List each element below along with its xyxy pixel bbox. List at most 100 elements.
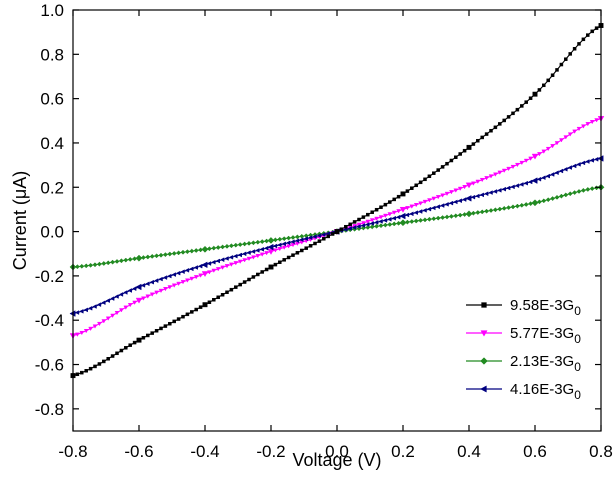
data-point-marker [132,300,137,305]
data-point-marker [453,199,458,205]
data-point-marker [528,201,534,207]
data-point-marker [295,251,300,255]
data-point [201,261,208,269]
data-point-marker [219,257,225,263]
data-point-marker [567,132,573,137]
data-point-marker [498,122,502,126]
data-point-marker [101,319,107,324]
data-point-marker [211,259,216,265]
data-point-marker [558,168,564,174]
x-tick-label: 0.6 [523,442,547,461]
data-point-marker [247,277,251,282]
data-point-marker [259,246,264,252]
data-point-marker [277,242,282,248]
data-point-marker [457,198,462,204]
data-point-marker [550,73,555,77]
data-point-marker [435,195,441,200]
data-point-marker [378,223,384,229]
data-point-marker [175,270,181,276]
data-point-marker [75,332,80,337]
data-point-marker [580,187,586,193]
data-point-marker [422,199,428,205]
data-point-marker [79,308,84,314]
data-point-marker [542,83,546,88]
data-point-marker [233,242,239,248]
data-point-marker [110,354,115,358]
data-point-marker [168,321,172,326]
data-point-marker [123,257,129,263]
data-point-marker [563,166,568,172]
data-point [531,153,539,160]
data-point-marker [431,216,437,222]
data-point-marker [510,184,515,190]
data-point-marker [484,176,489,181]
data-point-marker [366,212,370,217]
data-point-marker [571,163,577,169]
data-point-marker [286,244,291,249]
data-point-marker [96,302,102,307]
data-point-marker [149,292,155,297]
data-point-marker [497,187,502,193]
data-point-marker [282,258,286,262]
data-point-marker [462,148,467,153]
data-point-marker [413,218,419,224]
legend-label-subscript: 0 [574,360,581,374]
data-point-marker [110,313,115,318]
data-point [135,283,142,291]
data-point-marker [360,223,366,228]
legend-swatch-marker [480,330,488,337]
data-point-marker [88,262,94,268]
data-point-marker [391,221,397,227]
data-point-marker [365,222,370,227]
data-point-marker [167,251,173,257]
data-point-marker [220,265,225,270]
data-point-marker [285,240,291,246]
data-point-marker [215,245,221,250]
data-point-marker [149,253,155,259]
legend-label: 5.77E-3G0 [510,325,581,346]
data-point-marker [449,158,454,163]
data-point [531,199,539,207]
data-point-marker [457,212,463,218]
data-point-marker [190,310,194,314]
data-point-marker [410,186,414,190]
data-point-marker [193,265,198,270]
data-point-marker [176,317,181,321]
series-2 [69,183,605,271]
data-point-marker [272,237,278,243]
data-point-marker [97,321,102,327]
data-point-marker [580,160,586,166]
data-point-marker [589,157,594,163]
data-point-marker [127,303,133,308]
data-point-marker [233,261,239,266]
data-point-marker [273,262,278,267]
data-point [532,91,538,97]
data-point-marker [527,179,533,185]
data-point-marker [118,258,124,264]
data-point-marker [119,348,124,353]
data-point-marker [391,215,396,221]
x-tick-label: 0.0 [325,442,349,461]
data-point-marker [106,357,110,361]
data-point-marker [263,245,269,251]
data-point-marker [92,262,98,268]
data-point-marker [488,208,494,213]
y-tick-label: 0.8 [40,45,64,64]
data-point-marker [439,203,445,208]
legend-item: 4.16E-3G0 [466,381,581,402]
x-tick-label: -0.6 [124,442,153,461]
data-point-marker [351,225,357,230]
data-point-marker [189,248,195,254]
data-point-marker [373,220,379,225]
data-point-marker [475,210,481,215]
data-point-marker [585,122,591,127]
data-point-marker [180,249,186,255]
data-point-marker [581,37,586,42]
data-point-marker [501,186,506,192]
data-point-marker [237,252,242,258]
data-point-marker [382,217,388,223]
data-point-marker [255,248,260,253]
data-point [135,297,143,304]
